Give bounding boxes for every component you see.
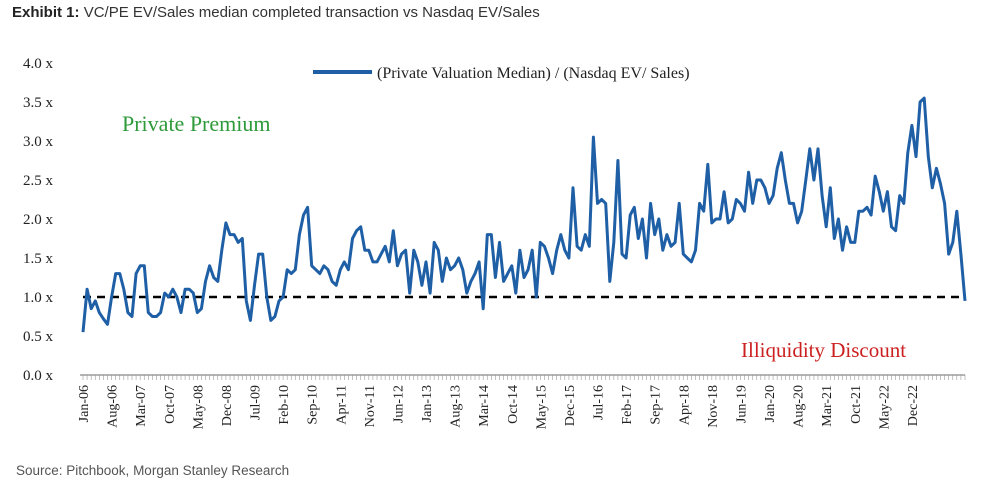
- annotation-private-premium: Private Premium: [122, 111, 270, 136]
- x-tick-label: Sep-10: [306, 385, 321, 425]
- y-tick-label: 2.5 x: [23, 173, 54, 189]
- x-tick-label: Aug-20: [792, 385, 807, 428]
- x-tick-label: Feb-10: [277, 385, 292, 425]
- x-tick-label: Dec-15: [563, 385, 578, 426]
- title-text: VC/PE EV/Sales median completed transact…: [83, 4, 540, 21]
- x-tick-label: Feb-17: [620, 385, 635, 425]
- x-tick-label: May-08: [191, 385, 206, 429]
- legend-label: (Private Valuation Median) / (Nasdaq EV/…: [377, 65, 690, 82]
- y-tick-label: 1.5 x: [23, 251, 54, 267]
- y-tick-label: 3.0 x: [23, 134, 54, 150]
- x-tick-label: Mar-21: [820, 385, 835, 427]
- y-tick-label: 3.5 x: [23, 95, 54, 111]
- y-tick-label: 0.5 x: [23, 329, 54, 345]
- x-tick-label: Jul-09: [249, 385, 264, 420]
- x-tick-label: Nov-11: [363, 385, 378, 427]
- y-tick-label: 1.0 x: [23, 290, 54, 306]
- x-tick-label: Dec-22: [906, 385, 921, 426]
- x-tick-label: Oct-07: [163, 385, 178, 424]
- y-tick-label: 2.0 x: [23, 212, 54, 228]
- annotation-illiquidity-discount: Illiquidity Discount: [741, 338, 906, 362]
- x-tick-label: Apr-11: [334, 385, 349, 425]
- x-tick-label: Jan-20: [763, 385, 778, 422]
- x-tick-label: May-15: [534, 385, 549, 429]
- y-tick-label: 4.0 x: [23, 56, 54, 72]
- x-tick-label: May-22: [877, 385, 892, 429]
- x-tick-label: Mar-07: [134, 385, 149, 427]
- x-tick-label: Oct-21: [849, 385, 864, 424]
- x-tick-label: Nov-18: [706, 385, 721, 428]
- x-tick-label: Jan-06: [77, 385, 92, 422]
- x-tick-label: Jan-13: [420, 385, 435, 422]
- x-tick-label: Jun-12: [391, 385, 406, 423]
- chart-title: Exhibit 1: VC/PE EV/Sales median complet…: [12, 4, 540, 21]
- x-tick-label: Aug-06: [106, 385, 121, 428]
- y-tick-label: 0.0 x: [23, 368, 54, 384]
- source-note: Source: Pitchbook, Morgan Stanley Resear…: [16, 463, 290, 478]
- series-line: [81, 96, 967, 333]
- x-tick-label: Sep-17: [649, 385, 664, 425]
- x-tick-label: Jun-19: [734, 385, 749, 423]
- x-tick-label: Oct-14: [506, 385, 521, 424]
- exhibit-label: Exhibit 1:: [12, 4, 80, 21]
- x-tick-label: Aug-13: [449, 385, 464, 428]
- x-tick-label: Apr-18: [677, 385, 692, 425]
- x-tick-label: Mar-14: [477, 385, 492, 427]
- x-tick-label: Jul-16: [592, 385, 607, 420]
- x-tick-label: Dec-08: [220, 385, 235, 426]
